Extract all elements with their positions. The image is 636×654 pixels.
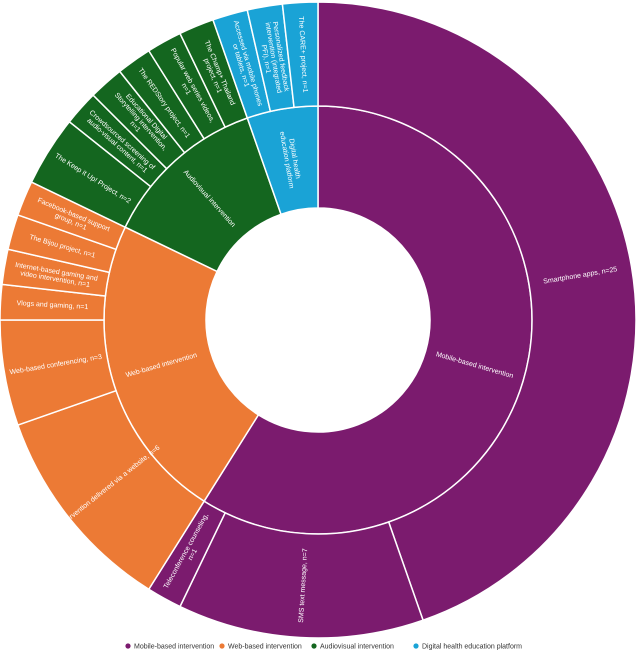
outer-label-sms-text-message-n-7: SMS text message, n=7: [298, 548, 309, 623]
legend-label-web-based-intervention: Web-based intervention: [228, 644, 302, 651]
chart-legend: Mobile-based intervention Web-based inter…: [125, 643, 522, 651]
outer-label-vlogs-and-gaming-n-1: Vlogs and gaming, n=1: [16, 300, 88, 311]
legend-swatch-mobile-based-intervention: [125, 643, 131, 649]
outer-label-the-care-project-n-1: The CARE+ project, n=1: [297, 16, 308, 93]
legend-label-digital-health-education-platform: Digital health education platform: [422, 644, 522, 651]
legend-swatch-audiovisual-intervention: [311, 643, 317, 649]
legend-swatch-web-based-intervention: [219, 643, 225, 649]
outer-segment-the-care-project-n-1[interactable]: [281, 1, 319, 109]
legend-item-audiovisual-intervention: Audiovisual intervention: [311, 643, 394, 651]
legend-item-digital-health-education-platform: Digital health education platform: [413, 643, 522, 651]
outer-segment-web-based-conferencing-n-3[interactable]: [0, 319, 117, 426]
legend-label-audiovisual-intervention: Audiovisual intervention: [320, 644, 394, 651]
legend-item-web-based-intervention: Web-based intervention: [219, 643, 302, 651]
legend-label-mobile-based-intervention: Mobile-based intervention: [134, 644, 214, 651]
legend-swatch-digital-health-education-platform: [413, 643, 419, 649]
outer-segment-smartphone-apps-n-25[interactable]: [317, 1, 636, 622]
legend-item-mobile-based-intervention: Mobile-based intervention: [125, 643, 214, 651]
